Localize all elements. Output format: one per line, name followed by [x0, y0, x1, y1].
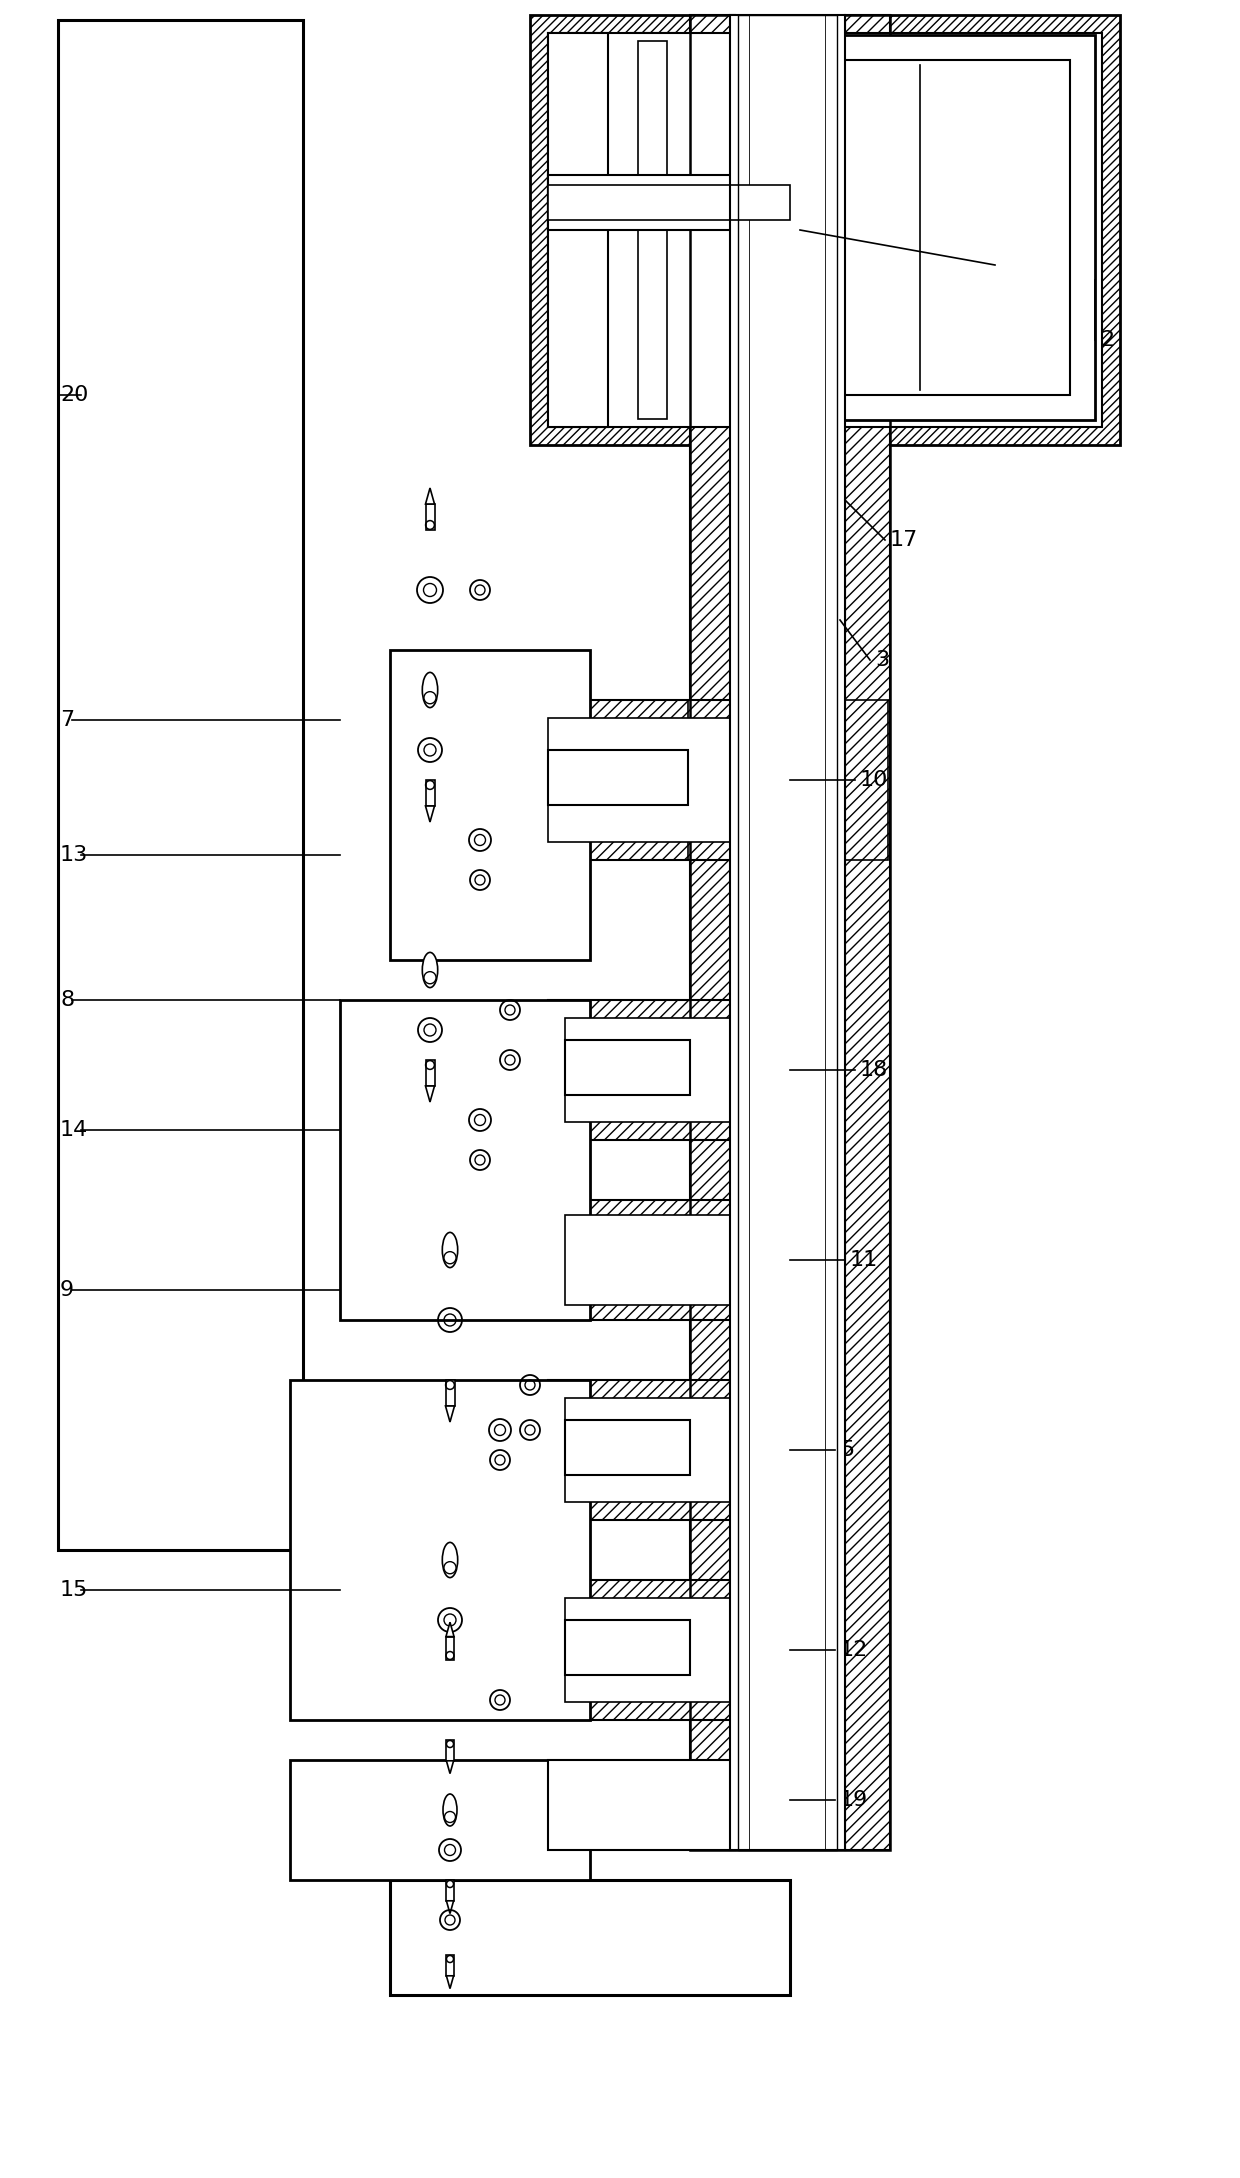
Bar: [565, 1398, 770, 1503]
Bar: [639, 41, 667, 418]
Text: 13: 13: [60, 845, 88, 865]
Text: 11: 11: [849, 1250, 878, 1270]
Polygon shape: [425, 806, 434, 821]
Bar: [844, 15, 890, 1849]
Bar: [58, 20, 303, 1551]
Bar: [565, 1620, 689, 1675]
Text: 16: 16: [999, 255, 1028, 274]
Text: 2: 2: [1100, 331, 1114, 351]
Bar: [446, 1636, 454, 1660]
Ellipse shape: [443, 1795, 458, 1825]
Bar: [548, 1000, 787, 1139]
Bar: [425, 503, 434, 529]
Bar: [446, 1740, 454, 1760]
Bar: [548, 33, 608, 427]
Ellipse shape: [444, 1562, 456, 1575]
Bar: [445, 1381, 455, 1407]
Text: 12: 12: [839, 1640, 868, 1660]
Bar: [565, 1041, 689, 1096]
Bar: [750, 15, 825, 1849]
Bar: [529, 15, 1120, 444]
Bar: [565, 1599, 770, 1701]
Polygon shape: [446, 1901, 454, 1914]
Ellipse shape: [444, 1252, 456, 1263]
Ellipse shape: [423, 673, 438, 708]
Bar: [548, 719, 773, 843]
Text: 14: 14: [60, 1119, 88, 1139]
Bar: [689, 15, 735, 1849]
Ellipse shape: [423, 952, 438, 987]
Text: 20: 20: [60, 386, 88, 405]
Bar: [548, 749, 688, 806]
Bar: [735, 15, 844, 1849]
Ellipse shape: [443, 1542, 458, 1577]
Bar: [548, 1381, 787, 1520]
Bar: [290, 1381, 590, 1721]
Polygon shape: [425, 1087, 434, 1102]
Bar: [391, 649, 590, 960]
Text: 7: 7: [60, 710, 74, 730]
Text: 10: 10: [861, 771, 888, 791]
Polygon shape: [446, 1623, 454, 1636]
Polygon shape: [446, 1975, 454, 1989]
Bar: [790, 35, 1095, 420]
Bar: [548, 174, 790, 231]
Bar: [548, 1760, 787, 1849]
Text: 19: 19: [839, 1790, 868, 1810]
Ellipse shape: [424, 693, 436, 703]
Bar: [548, 33, 1102, 427]
Bar: [548, 185, 790, 220]
Bar: [446, 1956, 454, 1975]
Bar: [565, 1017, 770, 1122]
Bar: [340, 1000, 590, 1320]
Bar: [730, 15, 844, 1849]
Text: 15: 15: [60, 1579, 88, 1601]
Bar: [688, 699, 888, 860]
Polygon shape: [446, 1760, 454, 1773]
Bar: [738, 15, 837, 1849]
Text: 8: 8: [60, 991, 74, 1011]
Bar: [548, 1579, 787, 1721]
Text: 5: 5: [839, 1440, 854, 1459]
Bar: [391, 1880, 790, 1995]
Text: 18: 18: [861, 1061, 888, 1080]
Bar: [529, 699, 790, 860]
Polygon shape: [425, 488, 434, 503]
Bar: [730, 15, 750, 1849]
Bar: [425, 780, 434, 806]
Bar: [565, 1215, 770, 1305]
Bar: [825, 15, 844, 1849]
Text: 3: 3: [875, 649, 889, 671]
Bar: [425, 1061, 434, 1087]
Bar: [446, 1880, 454, 1901]
Text: 17: 17: [890, 529, 919, 551]
Bar: [565, 1420, 689, 1475]
Polygon shape: [445, 1407, 455, 1422]
Bar: [548, 1200, 787, 1320]
Text: 9: 9: [60, 1281, 74, 1300]
Bar: [815, 61, 1070, 394]
Bar: [290, 1760, 590, 1880]
Ellipse shape: [443, 1233, 458, 1268]
Ellipse shape: [444, 1812, 455, 1823]
Ellipse shape: [424, 971, 436, 984]
Bar: [630, 33, 675, 427]
Bar: [689, 15, 890, 1849]
